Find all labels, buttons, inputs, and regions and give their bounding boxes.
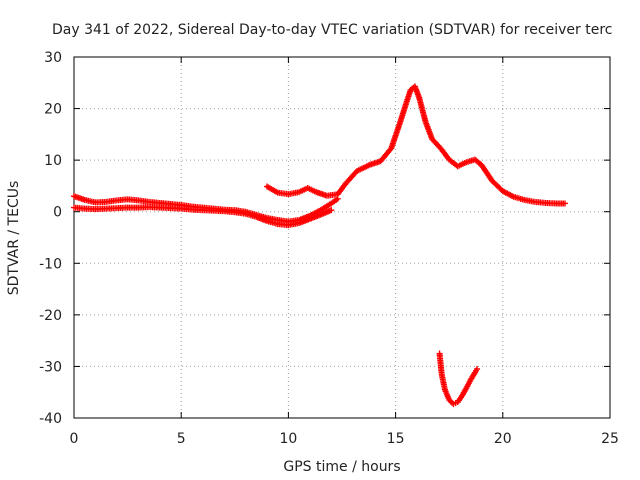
y-tick-label: -20 <box>39 308 62 324</box>
data-point <box>474 366 481 373</box>
data-points <box>71 83 568 408</box>
y-tick-label: -30 <box>39 359 62 375</box>
grid <box>74 57 610 418</box>
series-evening-arc <box>263 83 568 207</box>
y-tick-label: -40 <box>39 411 62 427</box>
x-tick-label: 10 <box>279 431 297 447</box>
x-tick-label: 15 <box>387 431 405 447</box>
series-outlier-dip <box>436 350 481 408</box>
x-tick-label: 20 <box>494 431 512 447</box>
x-axis-label: GPS time / hours <box>283 459 400 475</box>
chart-title: Day 341 of 2022, Sidereal Day-to-day VTE… <box>52 22 612 38</box>
data-point <box>561 200 568 207</box>
y-tick-label: 30 <box>44 50 62 66</box>
x-tick-label: 5 <box>177 431 186 447</box>
x-tick-label: 0 <box>70 431 79 447</box>
y-axis: -40 -30 -20 -10 0 10 20 30 <box>39 50 610 427</box>
series-lower-band <box>71 204 335 229</box>
y-axis-label: SDTVAR / TECUs <box>6 181 22 296</box>
x-tick-label: 25 <box>601 431 619 447</box>
plot-frame <box>73 56 611 419</box>
x-axis: 0 5 10 15 20 25 <box>70 57 619 447</box>
y-tick-label: 0 <box>53 205 62 221</box>
y-tick-label: 20 <box>44 102 62 118</box>
y-tick-label: 10 <box>44 153 62 169</box>
y-tick-label: -10 <box>39 256 62 272</box>
data-point <box>328 207 335 214</box>
